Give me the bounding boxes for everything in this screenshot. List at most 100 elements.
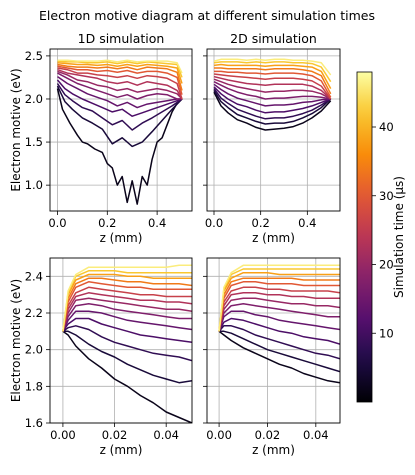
series-line	[218, 277, 340, 332]
panel-title: 2D simulation	[230, 31, 317, 46]
y-tick-label: 2.4	[25, 269, 43, 283]
x-tick-label: 0.00	[206, 428, 232, 442]
series-line	[214, 67, 332, 95]
series-line	[56, 79, 183, 117]
colorbar-tick-label: 10	[379, 326, 394, 340]
axes-frame	[206, 48, 341, 212]
series-line	[62, 303, 192, 332]
colorbar-gradient	[356, 71, 373, 403]
series-line	[57, 62, 183, 84]
series-line	[57, 72, 182, 100]
x-tick-label: 0.2	[98, 216, 116, 230]
series-line	[213, 91, 332, 131]
x-tick-label: 0.02	[255, 428, 281, 442]
series-line	[213, 75, 332, 100]
y-tick-label: 2.0	[25, 343, 43, 357]
series-line	[62, 310, 192, 332]
series-line	[218, 310, 340, 332]
series-line	[57, 67, 183, 100]
series-line	[213, 90, 332, 125]
colorbar-tick-label: 20	[379, 258, 394, 272]
axes-frame	[49, 48, 193, 212]
series-line	[56, 85, 183, 148]
panel-top-right: 0.0 0.2 0.4 2D simulation z (mm)	[203, 31, 341, 245]
x-axis-label: z (mm)	[252, 231, 295, 245]
x-tick-label: 0.4	[148, 216, 166, 230]
series-line	[213, 83, 331, 107]
panel-bottom-left: 0.00 0.02 0.04 1.6 1.8 2.0 2.2 2.4 z (mm) Electro…	[9, 257, 193, 457]
x-axis-label: z (mm)	[100, 231, 143, 245]
figure-title: Electron motive diagram at different sim…	[39, 8, 375, 23]
series-line	[214, 70, 332, 98]
colorbar-tick-label: 40	[379, 120, 394, 134]
panel-top-left: 0.0 0.2 0.4 1.0 1.5 2.0 2.5 1D simulation z (mm)…	[9, 31, 193, 245]
series-line	[213, 86, 331, 114]
series-line	[57, 60, 183, 78]
x-tick-label: 0.0	[205, 216, 223, 230]
series-line	[218, 281, 340, 332]
series-line	[218, 317, 340, 345]
series-line	[62, 292, 192, 332]
series-line	[57, 63, 183, 91]
y-tick-label: 1.8	[25, 379, 43, 393]
series-line	[56, 83, 183, 131]
series-line	[57, 70, 183, 100]
series-line	[62, 330, 192, 423]
y-tick-label: 1.6	[25, 416, 43, 430]
x-tick-label: 0.04	[303, 428, 329, 442]
series-line	[218, 292, 340, 332]
y-tick-label: 1.0	[25, 178, 43, 192]
series-line	[62, 317, 192, 344]
series-line	[213, 61, 332, 83]
series-line	[62, 270, 192, 332]
series-line	[62, 297, 192, 332]
y-tick-label: 2.2	[25, 306, 43, 320]
series-line	[62, 281, 192, 332]
series-line	[57, 68, 183, 100]
series-line	[62, 273, 192, 332]
y-tick-label: 1.5	[25, 135, 43, 149]
x-tick-label: 0.00	[50, 428, 76, 442]
series-line	[213, 88, 332, 120]
colorbar: 10 20 30 40 Simulation time (μs)	[356, 71, 406, 403]
series-line	[213, 63, 332, 89]
y-tick-label: 2.5	[25, 49, 43, 63]
series-line	[213, 58, 332, 76]
x-tick-label: 0.2	[252, 216, 270, 230]
panel-bottom-right: 0.00 0.02 0.04 z (mm)	[203, 257, 341, 457]
y-tick-label: 2.0	[25, 92, 43, 106]
series-line	[218, 264, 340, 332]
y-axis-label: Electron motive (eV)	[9, 279, 23, 402]
y-axis-label: Electron motive (eV)	[9, 68, 23, 191]
series-line	[218, 303, 340, 332]
x-tick-label: 0.04	[153, 428, 179, 442]
axes-frame	[49, 257, 193, 424]
series-line	[218, 286, 340, 332]
colorbar-tick-label: 30	[379, 189, 394, 203]
x-axis-label: z (mm)	[100, 443, 143, 457]
series-line	[218, 271, 340, 332]
series-line	[62, 330, 192, 384]
series-line	[57, 59, 183, 74]
x-tick-label: 0.02	[102, 428, 128, 442]
series-line	[213, 81, 331, 100]
axes-frame	[206, 257, 341, 424]
x-tick-label: 0.4	[298, 216, 316, 230]
series-line	[213, 73, 332, 100]
series-line	[62, 264, 192, 332]
series-line	[57, 65, 183, 95]
series-line	[218, 268, 340, 332]
series-line	[218, 297, 340, 332]
series-line	[57, 75, 182, 109]
series-line	[218, 330, 340, 384]
colorbar-label: Simulation time (μs)	[392, 176, 406, 298]
series-line	[62, 277, 192, 332]
series-line	[62, 325, 192, 362]
series-line	[62, 286, 192, 332]
series-line	[56, 88, 183, 205]
x-axis-label: z (mm)	[252, 443, 295, 457]
series-line	[218, 325, 340, 360]
x-tick-label: 0.0	[48, 216, 66, 230]
series-line	[213, 78, 332, 100]
